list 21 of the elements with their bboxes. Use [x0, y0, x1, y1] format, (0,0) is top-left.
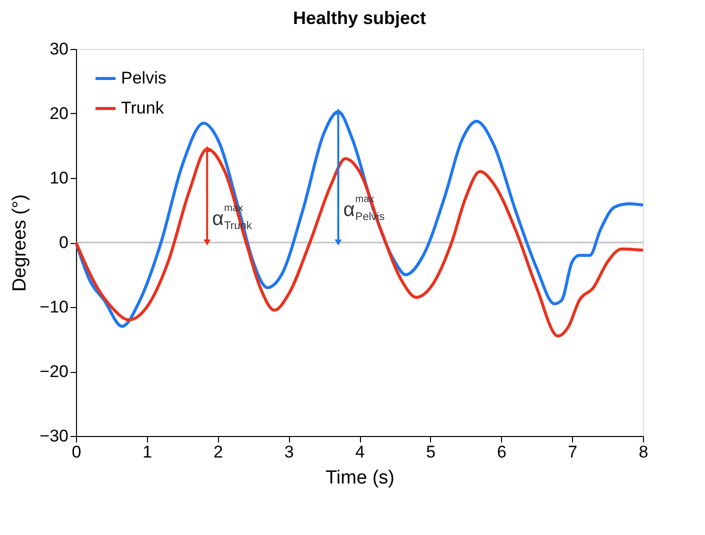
y-tick-label: −10 — [40, 298, 68, 316]
legend-label: Pelvis — [121, 68, 166, 88]
y-tick-label: −30 — [40, 426, 68, 446]
x-tick-label: 7 — [568, 442, 578, 462]
y-tick-label: −20 — [40, 362, 68, 381]
x-tick-label: 3 — [284, 442, 294, 462]
x-tick-label: 6 — [497, 442, 506, 462]
x-tick-label: 1 — [142, 442, 152, 462]
y-axis-title: Degrees (°) — [10, 194, 31, 292]
y-tick-label: 20 — [50, 104, 68, 123]
x-tick-label: 0 — [72, 442, 82, 462]
legend-label: Trunk — [121, 98, 164, 118]
x-tick-label: 4 — [355, 442, 365, 462]
y-tick-label: 10 — [50, 168, 68, 188]
x-tick-label: 8 — [638, 442, 648, 462]
x-axis-title: Time (s) — [326, 468, 394, 488]
chart-title: Healthy subject — [292, 8, 426, 28]
y-tick-label: 30 — [50, 40, 68, 58]
y-tick-label: 0 — [59, 233, 68, 252]
x-tick-label: 5 — [426, 442, 436, 462]
x-tick-label: 2 — [214, 442, 223, 462]
